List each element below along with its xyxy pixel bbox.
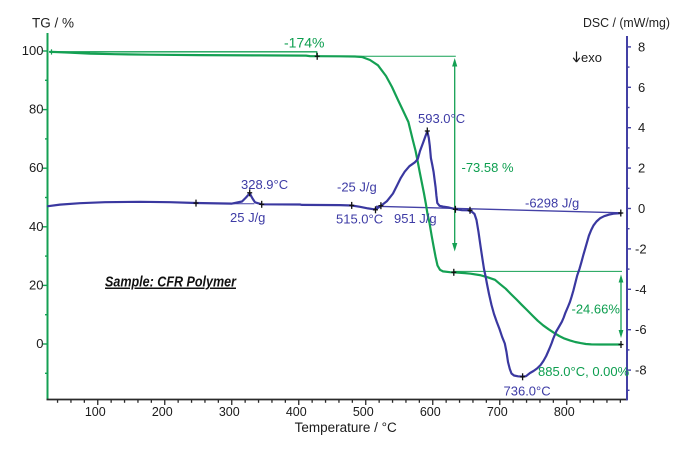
svg-text:-8: -8 xyxy=(635,363,647,378)
svg-text:-2: -2 xyxy=(635,241,647,256)
svg-text:TG / %: TG / % xyxy=(32,16,74,31)
svg-text:100: 100 xyxy=(85,405,106,419)
svg-text:-4: -4 xyxy=(635,282,647,297)
svg-text:20: 20 xyxy=(29,277,43,292)
svg-text:DSC / (mW/mg): DSC / (mW/mg) xyxy=(583,15,670,30)
svg-text:60: 60 xyxy=(29,160,43,175)
svg-text:-25 J/g: -25 J/g xyxy=(337,180,377,195)
svg-text:-6298 J/g: -6298 J/g xyxy=(525,196,579,211)
svg-text:100: 100 xyxy=(22,43,44,58)
svg-text:40: 40 xyxy=(29,219,43,234)
svg-text:Temperature / °C: Temperature / °C xyxy=(295,420,397,435)
svg-text:951 J/g: 951 J/g xyxy=(394,211,437,226)
svg-text:600: 600 xyxy=(420,405,441,419)
svg-text:328.9°C: 328.9°C xyxy=(241,177,288,192)
svg-text:2: 2 xyxy=(638,161,645,176)
svg-text:exo: exo xyxy=(581,50,602,65)
svg-text:800: 800 xyxy=(554,405,575,419)
svg-text:25 J/g: 25 J/g xyxy=(230,210,265,225)
svg-text:-73.58 %: -73.58 % xyxy=(462,160,514,175)
svg-text:885.0°C, 0.00%: 885.0°C, 0.00% xyxy=(538,364,630,379)
svg-text:200: 200 xyxy=(152,405,173,419)
svg-text:Sample: CFR Polymer: Sample: CFR Polymer xyxy=(105,274,237,291)
svg-text:8: 8 xyxy=(638,39,645,54)
svg-text:4: 4 xyxy=(638,120,645,135)
svg-text:700: 700 xyxy=(487,405,508,419)
svg-text:0: 0 xyxy=(36,336,43,351)
svg-text:736.0°C: 736.0°C xyxy=(504,384,551,399)
svg-text:80: 80 xyxy=(29,102,43,117)
svg-text:-174%: -174% xyxy=(284,35,324,51)
svg-text:-24.66%: -24.66% xyxy=(572,302,621,317)
svg-text:6: 6 xyxy=(638,80,645,95)
svg-text:500: 500 xyxy=(353,405,374,419)
svg-text:300: 300 xyxy=(219,405,240,419)
svg-text:0: 0 xyxy=(638,201,645,216)
svg-text:-6: -6 xyxy=(635,322,647,337)
svg-text:593.0°C: 593.0°C xyxy=(418,111,465,126)
svg-text:515.0°C: 515.0°C xyxy=(336,212,383,227)
svg-text:400: 400 xyxy=(286,405,307,419)
